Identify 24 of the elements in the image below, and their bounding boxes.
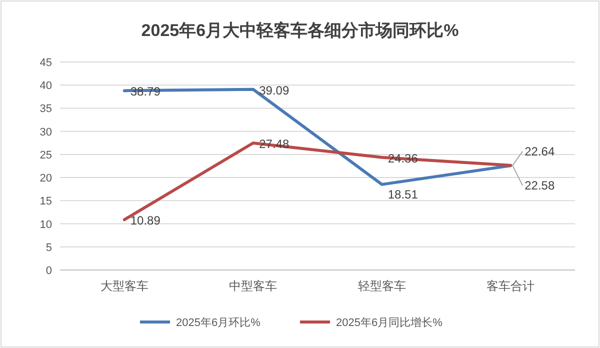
y-tick-label: 5: [46, 242, 52, 254]
y-tick-label: 45: [40, 57, 52, 69]
y-tick-label: 0: [46, 265, 52, 277]
y-tick-label: 15: [40, 196, 52, 208]
x-tick-label: 中型客车: [229, 279, 278, 293]
x-tick-label: 轻型客车: [358, 279, 406, 293]
y-tick-label: 20: [40, 172, 52, 185]
x-tick-label: 大型客车: [100, 279, 148, 293]
y-tick-label: 40: [40, 80, 52, 92]
legend-label: 2025年6月环比%: [176, 316, 261, 329]
y-tick-label: 35: [40, 103, 52, 116]
line-series: [122, 88, 512, 186]
data-label: 10.89: [130, 214, 161, 228]
legend-label: 2025年6月同比增长%: [336, 316, 443, 329]
data-label: 24.36: [388, 151, 418, 166]
data-label: 39.09: [259, 83, 290, 98]
data-label: 18.51: [388, 187, 418, 202]
data-label: 22.58: [524, 178, 555, 193]
chart-title: 2025年6月大中轻客车各细分市场同环比%: [141, 21, 459, 40]
x-tick-label: 客车合计: [486, 279, 535, 293]
y-tick-label: 10: [40, 218, 52, 231]
data-label: 22.64: [524, 144, 555, 158]
y-tick-label: 30: [40, 126, 52, 138]
y-tick-label: 25: [40, 149, 52, 162]
